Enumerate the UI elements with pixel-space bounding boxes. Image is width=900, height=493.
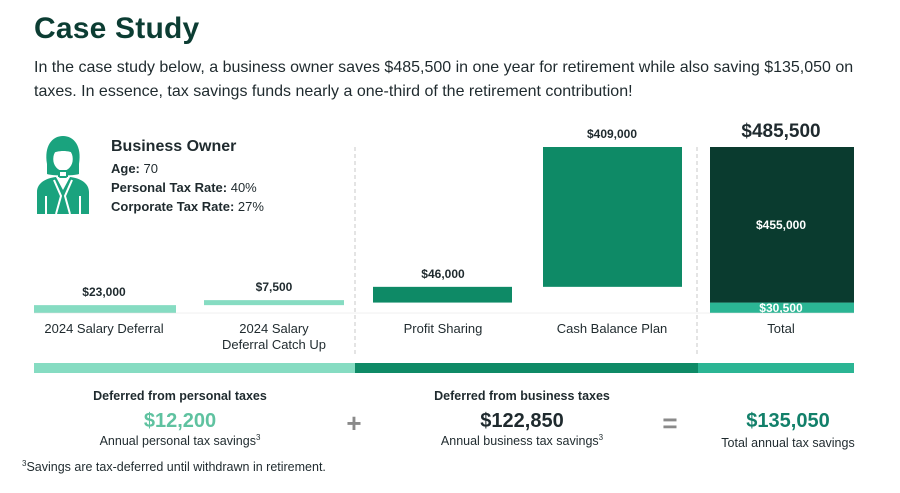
business-owner-icon: [37, 136, 89, 215]
personal-savings-caption: Annual personal tax savings3: [99, 432, 261, 448]
footnote: 3Savings are tax-deferred until withdraw…: [22, 458, 326, 474]
total-segment-1: [710, 302, 854, 313]
total-savings-value: $135,050: [746, 410, 830, 432]
bar-label-2: $7,500: [256, 280, 293, 294]
bar-3: [373, 286, 512, 303]
bar-label-4: $409,000: [587, 127, 637, 141]
business-savings-caption: Annual business tax savings3: [440, 432, 604, 448]
total-savings-caption: Total annual tax savings: [721, 436, 855, 450]
equals-sign: =: [662, 408, 678, 438]
group-strip-business: [355, 363, 698, 373]
category-label-1: 2024 Salary Deferral: [44, 321, 164, 336]
plus-sign: +: [346, 408, 362, 438]
owner-age: Age: 70: [111, 161, 158, 176]
owner-info: Business Owner Age: 70 Personal Tax Rate…: [111, 137, 264, 216]
page-title: Case Study: [34, 12, 200, 45]
contribution-chart: $23,000 $7,500 $46,000 $409,000 $30,500 $455,…: [34, 121, 854, 355]
personal-savings-heading: Deferred from personal taxes: [93, 389, 267, 403]
bar-1: [34, 305, 176, 313]
bar-4: [543, 147, 682, 287]
owner-personal-tax-rate: Personal Tax Rate: 40%: [111, 180, 257, 195]
category-label-3: Profit Sharing: [403, 321, 483, 336]
business-savings-heading: Deferred from business taxes: [434, 389, 610, 403]
total-segment-2: [710, 147, 854, 303]
owner-corporate-tax-rate: Corporate Tax Rate: 27%: [111, 199, 264, 214]
business-savings-value: $122,850: [480, 410, 564, 432]
group-strip-personal: [34, 363, 355, 373]
group-strip-total: [698, 363, 854, 373]
bar-label-3: $46,000: [421, 267, 465, 281]
total-segment-label-2: $455,000: [756, 218, 806, 232]
total-label: $485,500: [741, 121, 820, 142]
total-segment-label-1: $30,500: [759, 301, 803, 315]
owner-name: Business Owner: [111, 138, 237, 155]
bar-label-1: $23,000: [82, 285, 126, 299]
category-label-4: Cash Balance Plan: [556, 321, 668, 336]
intro-text: In the case study below, a business owne…: [34, 59, 854, 100]
category-label-2: 2024 Salary Deferral Catch Up: [221, 321, 327, 352]
category-label-5: Total: [767, 321, 795, 336]
bar-2: [204, 300, 344, 306]
personal-savings-value: $12,200: [143, 410, 217, 432]
